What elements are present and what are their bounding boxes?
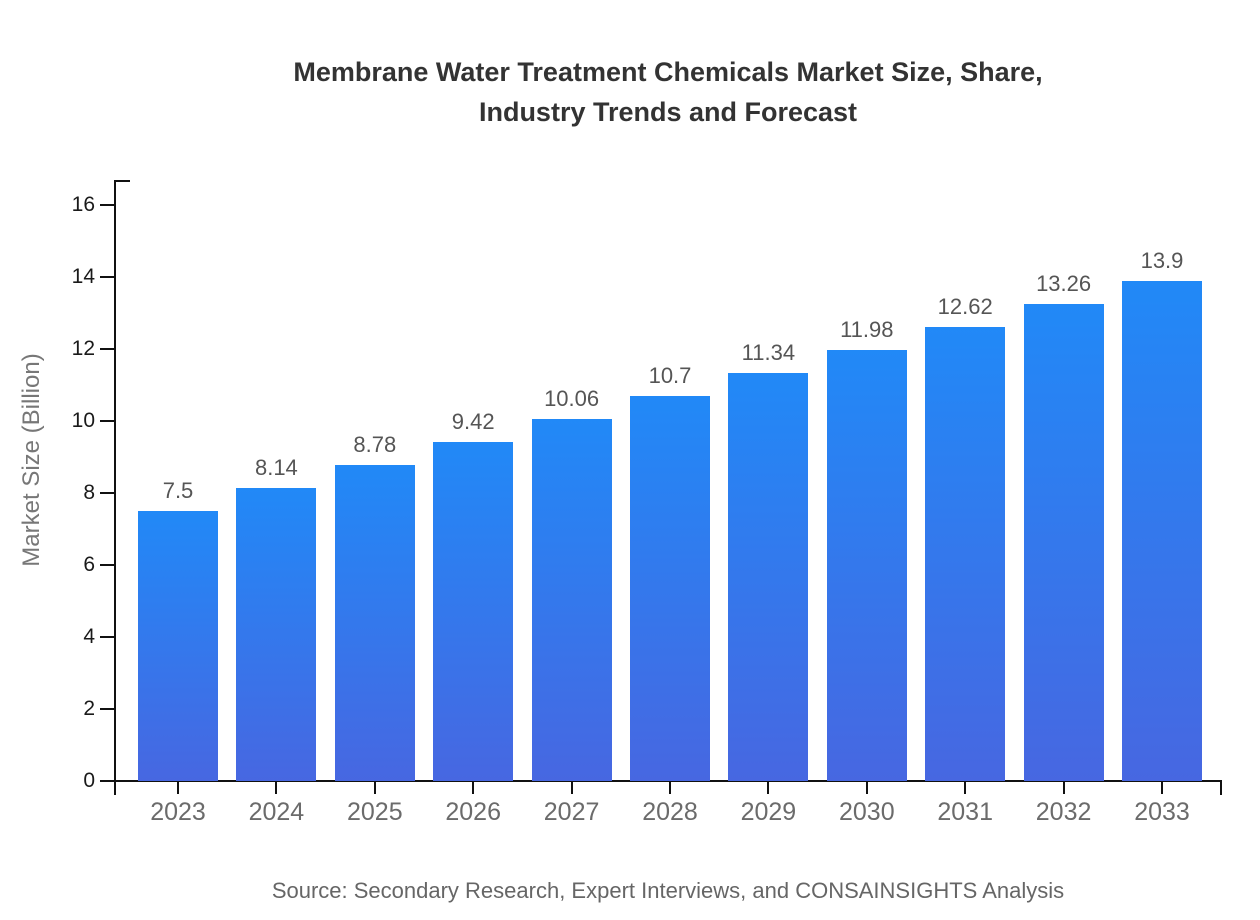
x-tick-label: 2024 bbox=[248, 798, 305, 826]
y-tick-mark bbox=[100, 636, 114, 638]
x-tick-mark bbox=[373, 781, 376, 794]
y-tick-mark bbox=[100, 492, 114, 494]
bar bbox=[334, 465, 415, 781]
x-tick-mark bbox=[964, 781, 967, 794]
y-tick-label: 0 bbox=[83, 769, 95, 792]
bar-value-label: 8.14 bbox=[254, 455, 298, 480]
bar-value-label: 10.7 bbox=[648, 363, 692, 388]
x-tick-mark bbox=[472, 781, 475, 794]
x-tick-mark bbox=[1062, 781, 1065, 794]
bar-value-label: 10.06 bbox=[544, 386, 600, 411]
bar-value-label: 7.5 bbox=[162, 478, 194, 503]
chart-title: Membrane Water Treatment Chemicals Marke… bbox=[115, 52, 1221, 132]
bar bbox=[728, 373, 809, 781]
x-tick-label: 2026 bbox=[445, 798, 501, 826]
y-tick-mark bbox=[100, 564, 114, 566]
chart-title-line2: Industry Trends and Forecast bbox=[478, 97, 858, 127]
bar bbox=[236, 488, 317, 781]
x-tick-mark bbox=[669, 781, 671, 794]
y-axis-top-cap bbox=[114, 180, 130, 182]
bar-value-label: 12.62 bbox=[937, 294, 993, 319]
x-tick-label: 2030 bbox=[838, 798, 895, 826]
bar-value-label: 13.9 bbox=[1140, 248, 1184, 273]
bar bbox=[630, 396, 710, 781]
x-tick-label: 2023 bbox=[150, 798, 206, 826]
x-tick-label: 2031 bbox=[937, 798, 993, 826]
x-tick-label: 2028 bbox=[642, 798, 698, 826]
x-tick-mark bbox=[177, 781, 179, 794]
bar bbox=[433, 442, 514, 781]
y-tick-label: 16 bbox=[71, 193, 95, 216]
y-tick-label: 12 bbox=[71, 337, 95, 360]
y-tick-mark bbox=[100, 420, 114, 422]
y-tick-mark bbox=[100, 780, 114, 782]
bar-value-label: 8.78 bbox=[353, 432, 397, 457]
x-axis-right-end-tick bbox=[1220, 780, 1222, 795]
y-tick-mark bbox=[100, 204, 114, 206]
x-tick-mark bbox=[865, 781, 868, 794]
y-axis-line bbox=[114, 180, 116, 782]
x-tick-mark bbox=[570, 781, 573, 794]
x-tick-mark bbox=[1161, 781, 1163, 794]
y-tick-mark bbox=[100, 708, 114, 710]
bar bbox=[138, 511, 218, 781]
y-tick-mark bbox=[100, 348, 114, 350]
y-axis-title: Market Size (Billion) bbox=[18, 353, 45, 567]
x-tick-label: 2027 bbox=[543, 798, 600, 826]
y-tick-mark bbox=[100, 276, 114, 278]
source-note: Source: Secondary Research, Expert Inter… bbox=[271, 878, 1065, 903]
y-tick-label: 10 bbox=[71, 409, 95, 432]
bar-value-label: 11.34 bbox=[741, 340, 796, 365]
x-tick-label: 2033 bbox=[1134, 798, 1190, 826]
bar bbox=[826, 350, 907, 781]
x-tick-label: 2029 bbox=[740, 798, 797, 826]
x-tick-label: 2025 bbox=[346, 798, 403, 826]
x-axis-left-end-tick bbox=[114, 780, 116, 795]
bar bbox=[925, 327, 1006, 781]
x-tick-mark bbox=[275, 781, 278, 794]
x-tick-label: 2032 bbox=[1035, 798, 1092, 826]
bar-value-label: 9.42 bbox=[451, 409, 495, 434]
chart-title-line1: Membrane Water Treatment Chemicals Marke… bbox=[293, 57, 1043, 87]
y-tick-label: 4 bbox=[83, 625, 95, 648]
y-tick-label: 6 bbox=[83, 553, 95, 576]
bar bbox=[1023, 304, 1104, 781]
y-tick-label: 8 bbox=[83, 481, 95, 504]
y-tick-label: 2 bbox=[83, 697, 95, 720]
bar-value-label: 11.98 bbox=[840, 317, 894, 342]
x-axis-line bbox=[114, 780, 1222, 782]
y-tick-label: 14 bbox=[71, 265, 95, 288]
bar bbox=[1122, 281, 1202, 781]
bar bbox=[531, 419, 612, 781]
x-tick-mark bbox=[767, 781, 770, 794]
bar-value-label: 13.26 bbox=[1036, 271, 1092, 296]
